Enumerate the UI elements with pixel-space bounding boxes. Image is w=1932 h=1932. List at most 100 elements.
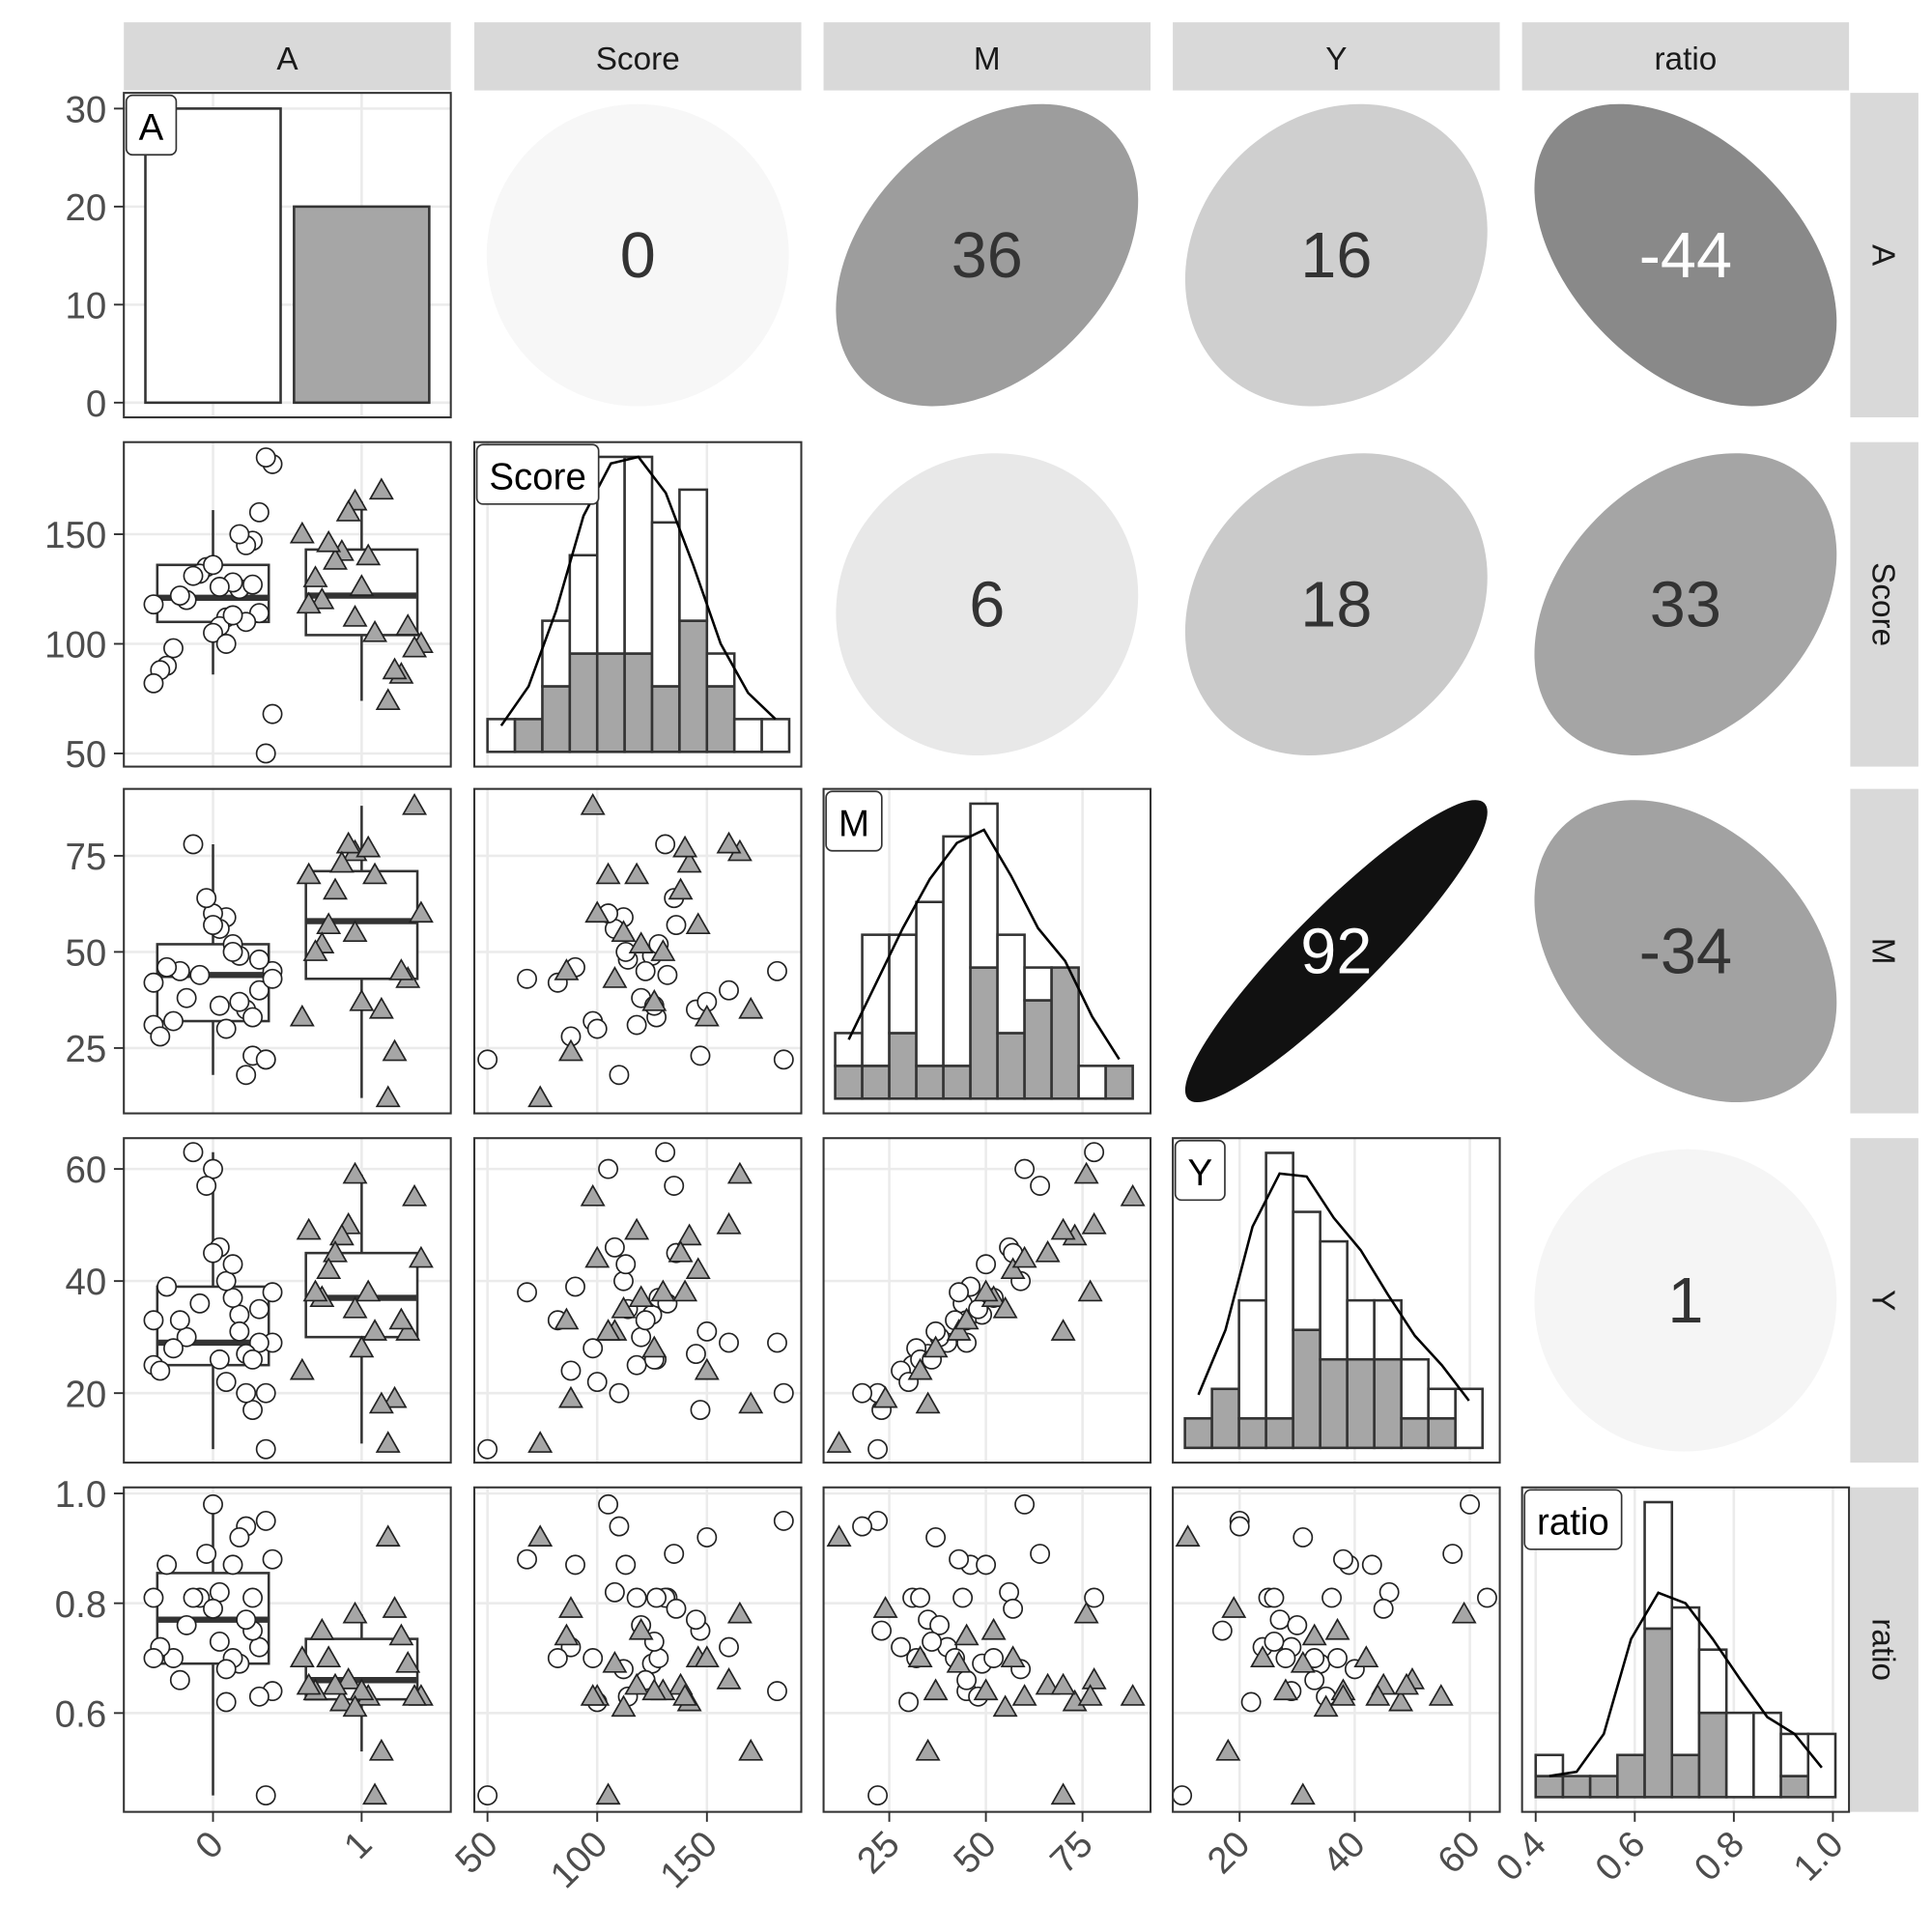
point — [609, 1382, 630, 1404]
strip-label: Score — [596, 42, 680, 77]
point — [229, 1527, 250, 1548]
point — [668, 1239, 694, 1263]
correlation-ellipse — [1184, 453, 1488, 756]
hist-bar — [705, 685, 736, 753]
point — [624, 862, 650, 885]
hist-bar — [1346, 1298, 1376, 1361]
point — [852, 1382, 873, 1404]
point — [1301, 1623, 1327, 1646]
point — [672, 1279, 698, 1302]
hist-bar — [1779, 1732, 1810, 1777]
correlation-label: 1 — [1667, 1265, 1703, 1337]
point — [183, 834, 204, 855]
point — [615, 1254, 637, 1275]
point — [1035, 1672, 1061, 1695]
hist-bar — [861, 933, 891, 1067]
point — [1321, 1587, 1343, 1608]
label-box — [475, 443, 600, 505]
point — [477, 1785, 498, 1806]
point — [349, 574, 375, 596]
point — [907, 1357, 933, 1380]
diagonal-label: Score — [475, 443, 600, 505]
point — [604, 1236, 625, 1258]
point — [738, 1391, 764, 1414]
point — [686, 1609, 706, 1631]
point — [1451, 1601, 1477, 1624]
y-tick-label: 100 — [44, 625, 106, 667]
hist-bar — [996, 933, 1026, 1035]
point — [382, 1596, 408, 1618]
hist-bar — [834, 1065, 864, 1100]
hist-bar — [1077, 1065, 1107, 1100]
point — [690, 1400, 711, 1421]
point — [1275, 1648, 1296, 1668]
point — [604, 1581, 625, 1603]
point — [1229, 1516, 1250, 1537]
point — [694, 1645, 720, 1667]
y-tick-label: 75 — [65, 837, 106, 878]
point — [953, 1623, 980, 1646]
point — [517, 968, 537, 989]
strip — [1850, 93, 1918, 418]
point — [1287, 1614, 1308, 1635]
hist-bar — [1400, 1357, 1430, 1420]
point — [143, 1310, 164, 1331]
point — [222, 1288, 243, 1308]
point — [150, 1360, 171, 1381]
strip — [1850, 1487, 1918, 1812]
point — [248, 501, 270, 523]
correlation-label: 6 — [969, 570, 1005, 641]
point — [1327, 1648, 1348, 1668]
point — [236, 1609, 257, 1631]
label-box — [825, 790, 883, 852]
point — [694, 1357, 720, 1380]
hist-bar — [888, 933, 918, 1035]
point — [388, 1623, 414, 1646]
point — [635, 1310, 656, 1331]
point — [323, 1672, 348, 1695]
strip — [474, 22, 802, 91]
point — [767, 960, 787, 981]
point — [215, 1372, 237, 1393]
point — [624, 1672, 650, 1695]
point — [296, 862, 322, 885]
point — [648, 1648, 669, 1668]
point — [1073, 1161, 1099, 1184]
strip-label: Y — [1325, 42, 1347, 77]
point — [557, 1596, 583, 1618]
point — [1000, 1257, 1026, 1280]
point — [215, 1691, 237, 1713]
hist-bar — [568, 554, 599, 655]
point — [183, 1142, 204, 1163]
hist-bar — [1183, 1417, 1213, 1450]
point — [143, 594, 164, 615]
point — [362, 1782, 388, 1805]
point — [355, 835, 382, 858]
point — [641, 1678, 668, 1701]
point — [215, 1270, 237, 1292]
point — [929, 1614, 951, 1635]
point — [222, 941, 243, 962]
point — [716, 1667, 742, 1690]
point — [143, 1587, 164, 1608]
point — [1330, 1684, 1356, 1706]
point — [826, 1431, 852, 1453]
point — [1272, 1678, 1298, 1701]
point — [992, 1694, 1018, 1718]
hist-bar — [1373, 1357, 1403, 1450]
point — [953, 1307, 980, 1330]
point — [582, 1648, 604, 1668]
point — [666, 1598, 687, 1619]
point — [242, 574, 263, 595]
hist-bar — [595, 455, 626, 655]
panel-border — [1172, 1486, 1501, 1813]
point — [666, 915, 687, 936]
point — [296, 1672, 322, 1695]
point — [289, 521, 315, 544]
point — [773, 1382, 794, 1404]
panel-border — [473, 440, 803, 768]
point — [973, 1678, 999, 1701]
strip-label: Score — [1864, 562, 1900, 646]
point — [203, 1493, 223, 1515]
point — [1120, 1684, 1146, 1706]
